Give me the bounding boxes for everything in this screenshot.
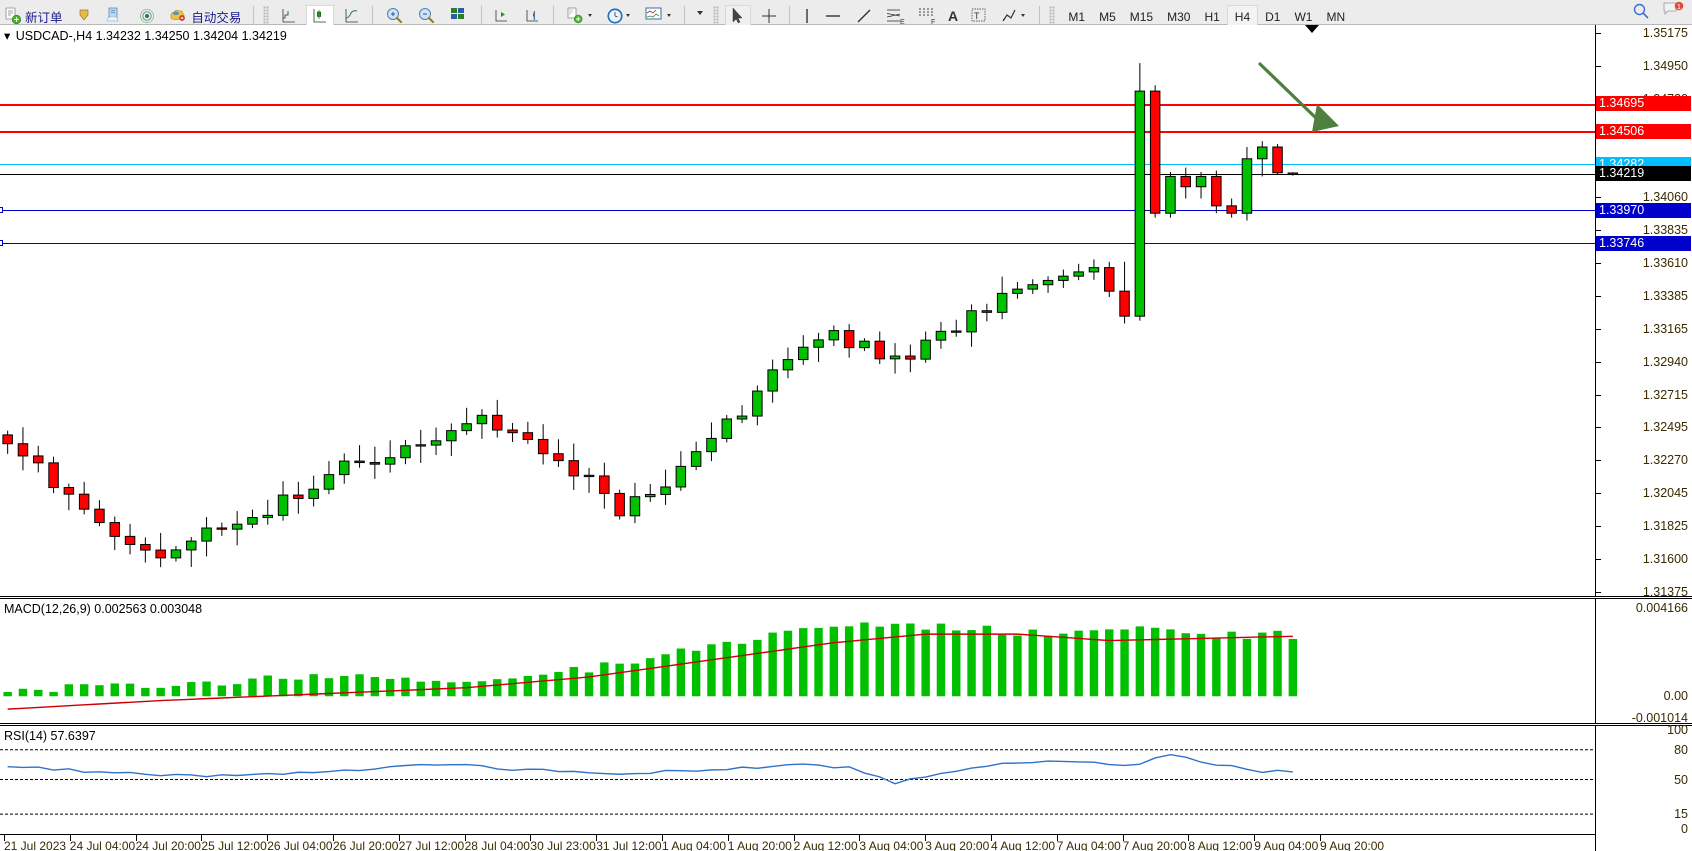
svg-text:1: 1 <box>1677 2 1681 11</box>
svg-text:T: T <box>974 11 980 21</box>
